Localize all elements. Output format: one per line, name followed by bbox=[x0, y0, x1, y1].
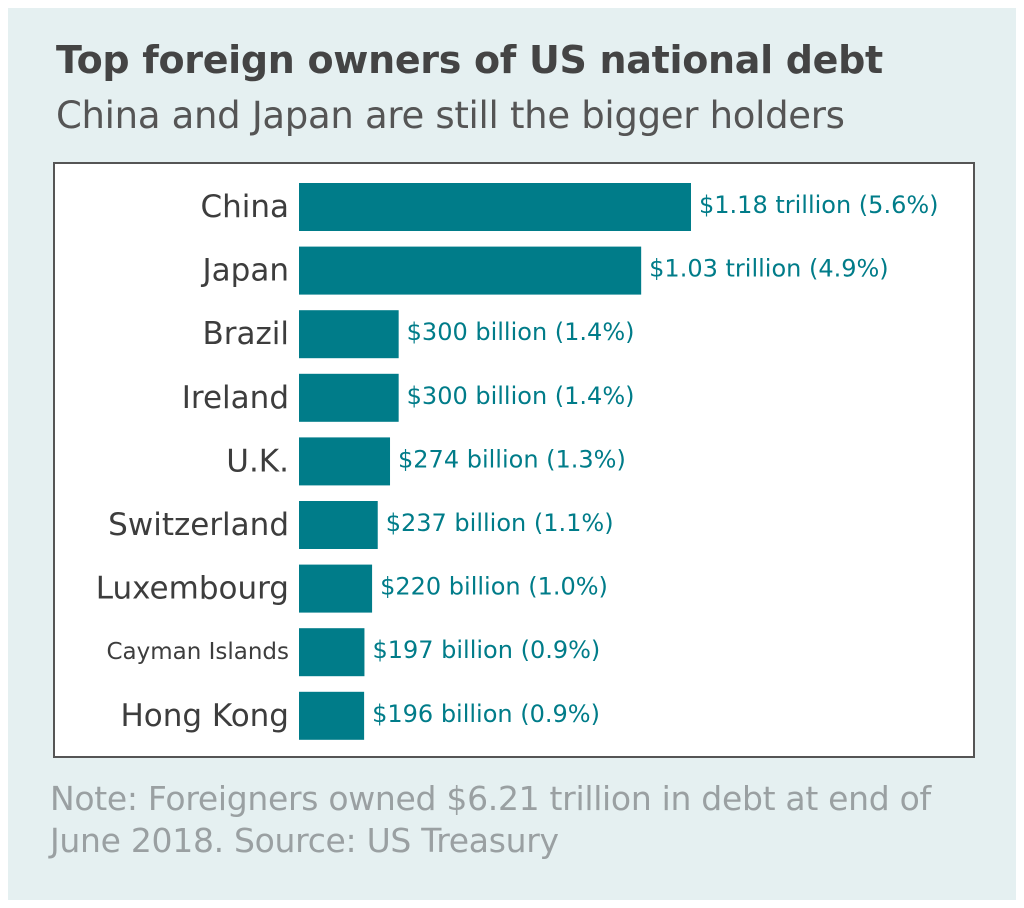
value-label-luxembourg: $220 billion (1.0%) bbox=[380, 573, 608, 601]
category-label-switzerland: Switzerland bbox=[108, 507, 289, 543]
value-label-hong-kong: $196 billion (0.9%) bbox=[372, 700, 600, 728]
value-label-japan: $1.03 trillion (4.9%) bbox=[649, 255, 889, 283]
chart-subtitle: China and Japan are still the bigger hol… bbox=[56, 94, 845, 137]
source-note: Note: Foreigners owned $6.21 trillion in… bbox=[50, 779, 931, 860]
category-label-brazil: Brazil bbox=[202, 316, 289, 352]
category-label-u-k: U.K. bbox=[226, 443, 289, 479]
value-label-brazil: $300 billion (1.4%) bbox=[407, 318, 635, 346]
bar-u-k bbox=[299, 437, 391, 486]
value-label-u-k: $274 billion (1.3%) bbox=[398, 445, 626, 473]
value-label-ireland: $300 billion (1.4%) bbox=[407, 382, 635, 410]
value-label-switzerland: $237 billion (1.1%) bbox=[386, 509, 614, 537]
bar-ireland bbox=[299, 373, 399, 422]
chart-title: Top foreign owners of US national debt bbox=[56, 38, 883, 82]
value-label-china: $1.18 trillion (5.6%) bbox=[699, 191, 939, 219]
chart-frame: China $1.18 trillion (5.6%) Japan $1.03 tri… bbox=[53, 162, 975, 758]
bar-cayman-islands bbox=[299, 628, 365, 677]
bar-luxembourg bbox=[299, 564, 373, 613]
bar-switzerland bbox=[299, 501, 378, 549]
value-label-cayman-islands: $197 billion (0.9%) bbox=[372, 636, 600, 664]
bar-japan bbox=[299, 246, 642, 295]
category-label-hong-kong: Hong Kong bbox=[120, 698, 289, 734]
bar-china bbox=[299, 183, 691, 231]
category-label-luxembourg: Luxembourg bbox=[96, 571, 289, 607]
category-label-japan: Japan bbox=[201, 253, 289, 289]
bar-brazil bbox=[299, 310, 399, 359]
category-label-cayman-islands: Cayman Islands bbox=[106, 639, 289, 665]
category-label-ireland: Ireland bbox=[182, 380, 289, 416]
bar-hong-kong bbox=[299, 691, 365, 740]
category-label-china: China bbox=[200, 189, 289, 225]
bar-chart: China $1.18 trillion (5.6%) Japan $1.03 tri… bbox=[96, 183, 939, 740]
